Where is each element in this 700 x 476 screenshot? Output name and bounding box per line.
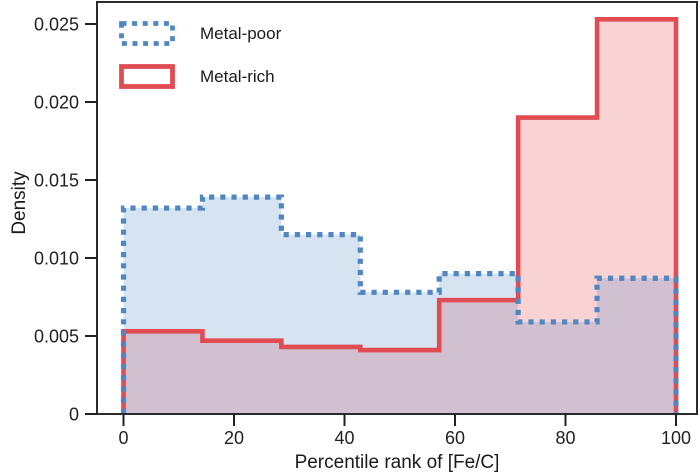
histogram-layers [120,17,679,414]
x-tick-label: 60 [445,428,465,448]
y-tick-label: 0.005 [34,327,79,347]
x-axis-title: Percentile rank of [Fe/C] [294,452,500,473]
metal-poor-swatch-icon [119,21,175,46]
legend-item-metal-rich: Metal-rich [118,63,281,90]
y-axis: 0 0.005 0.010 0.015 0.020 0.025 [34,15,97,425]
x-tick-label: 0 [118,428,128,448]
x-tick-label: 20 [224,428,244,448]
x-tick-label: 100 [661,428,691,448]
y-tick-label: 0.015 [34,171,79,191]
legend-label-metal-poor: Metal-poor [200,24,282,43]
y-axis-title: Density [9,171,30,235]
x-tick-label: 40 [334,428,354,448]
y-tick-label: 0.010 [34,249,79,269]
legend-item-metal-poor: Metal-poor [118,20,281,47]
legend-label-metal-rich: Metal-rich [200,67,275,86]
legend: Metal-poor Metal-rich [118,20,281,90]
y-tick-label: 0 [69,405,79,425]
x-axis: 0 20 40 60 80 100 [118,414,691,448]
plot-frame [96,1,698,415]
metal-rich-swatch-icon [119,64,175,89]
metal-poor-outline [120,194,679,414]
metal-rich-outline [121,17,679,414]
y-tick-label: 0.025 [34,15,79,35]
metal-poor-area [123,197,676,414]
x-tick-label: 80 [555,428,575,448]
y-tick-label: 0.020 [34,93,79,113]
